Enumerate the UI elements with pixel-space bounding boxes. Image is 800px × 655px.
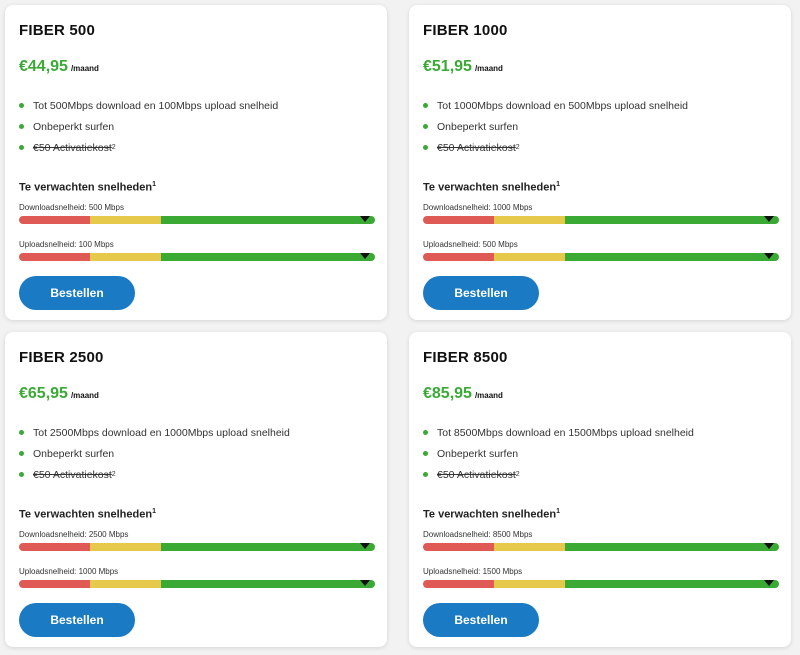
upload-speed-bar — [19, 253, 375, 261]
speed-section-title: Te verwachten snelheden1 — [19, 508, 156, 521]
bullet-icon — [423, 451, 428, 456]
upload-speed-bar — [423, 253, 779, 261]
feature-item: Onbeperkt surfen — [423, 116, 688, 137]
price-amount: €44,95 — [19, 58, 68, 75]
price-unit: /maand — [474, 391, 503, 400]
order-button[interactable]: Bestellen — [423, 276, 539, 310]
feature-item-activation: €50 Activatiekost 2 — [19, 137, 278, 158]
download-speed-marker-icon — [360, 543, 370, 549]
feature-list: Tot 2500Mbps download en 1000Mbps upload… — [19, 422, 290, 485]
feature-item: Tot 8500Mbps download en 1500Mbps upload… — [423, 422, 694, 443]
feature-item: Onbeperkt surfen — [19, 443, 290, 464]
download-speed-label: Downloadsnelheid: 2500 Mbps — [19, 530, 129, 539]
upload-speed-marker-icon — [360, 580, 370, 586]
feature-item-activation: €50 Activatiekost 2 — [423, 464, 694, 485]
price-unit: /maand — [474, 64, 503, 73]
plan-title: FIBER 1000 — [423, 22, 508, 39]
plan-card-fiber-8500: FIBER 8500 €85,95 /maand Tot 8500Mbps do… — [409, 332, 791, 647]
plan-price: €44,95 /maand — [19, 58, 99, 76]
bullet-icon — [19, 451, 24, 456]
download-speed-label: Downloadsnelheid: 8500 Mbps — [423, 530, 533, 539]
bullet-icon — [423, 472, 428, 477]
price-unit: /maand — [70, 64, 99, 73]
bullet-icon — [19, 472, 24, 477]
download-speed-bar — [423, 216, 779, 224]
bullet-icon — [423, 145, 428, 150]
upload-speed-label: Uploadsnelheid: 1500 Mbps — [423, 567, 523, 576]
download-speed-marker-icon — [764, 216, 774, 222]
plan-card-fiber-1000: FIBER 1000 €51,95 /maand Tot 1000Mbps do… — [409, 5, 791, 320]
feature-list: Tot 500Mbps download en 100Mbps upload s… — [19, 95, 278, 158]
upload-speed-label: Uploadsnelheid: 1000 Mbps — [19, 567, 119, 576]
download-speed-bar — [423, 543, 779, 551]
feature-item-activation: €50 Activatiekost 2 — [423, 137, 688, 158]
plan-card-fiber-2500: FIBER 2500 €65,95 /maand Tot 2500Mbps do… — [5, 332, 387, 647]
bullet-icon — [19, 103, 24, 108]
plan-price: €65,95 /maand — [19, 385, 99, 403]
plan-title: FIBER 8500 — [423, 349, 508, 366]
feature-item: Onbeperkt surfen — [423, 443, 694, 464]
plan-title: FIBER 500 — [19, 22, 95, 39]
price-amount: €65,95 — [19, 385, 68, 402]
upload-speed-marker-icon — [360, 253, 370, 259]
download-speed-marker-icon — [360, 216, 370, 222]
upload-speed-bar — [19, 580, 375, 588]
bullet-icon — [423, 430, 428, 435]
speed-section-title: Te verwachten snelheden1 — [423, 508, 560, 521]
upload-speed-marker-icon — [764, 580, 774, 586]
feature-item: Tot 1000Mbps download en 500Mbps upload … — [423, 95, 688, 116]
feature-item: Tot 2500Mbps download en 1000Mbps upload… — [19, 422, 290, 443]
bullet-icon — [423, 124, 428, 129]
upload-speed-label: Uploadsnelheid: 500 Mbps — [423, 240, 518, 249]
plan-card-fiber-500: FIBER 500 €44,95 /maand Tot 500Mbps down… — [5, 5, 387, 320]
plan-price: €85,95 /maand — [423, 385, 503, 403]
speed-section-title: Te verwachten snelheden1 — [19, 181, 156, 194]
plan-price: €51,95 /maand — [423, 58, 503, 76]
feature-item-activation: €50 Activatiekost 2 — [19, 464, 290, 485]
order-button[interactable]: Bestellen — [19, 276, 135, 310]
price-amount: €85,95 — [423, 385, 472, 402]
bullet-icon — [19, 430, 24, 435]
bullet-icon — [19, 145, 24, 150]
upload-speed-label: Uploadsnelheid: 100 Mbps — [19, 240, 114, 249]
feature-list: Tot 8500Mbps download en 1500Mbps upload… — [423, 422, 694, 485]
order-button[interactable]: Bestellen — [423, 603, 539, 637]
download-speed-marker-icon — [764, 543, 774, 549]
download-speed-bar — [19, 543, 375, 551]
feature-list: Tot 1000Mbps download en 500Mbps upload … — [423, 95, 688, 158]
bullet-icon — [423, 103, 428, 108]
price-unit: /maand — [70, 391, 99, 400]
price-amount: €51,95 — [423, 58, 472, 75]
feature-item: Tot 500Mbps download en 100Mbps upload s… — [19, 95, 278, 116]
upload-speed-bar — [423, 580, 779, 588]
download-speed-label: Downloadsnelheid: 1000 Mbps — [423, 203, 533, 212]
order-button[interactable]: Bestellen — [19, 603, 135, 637]
feature-item: Onbeperkt surfen — [19, 116, 278, 137]
bullet-icon — [19, 124, 24, 129]
speed-section-title: Te verwachten snelheden1 — [423, 181, 560, 194]
download-speed-bar — [19, 216, 375, 224]
upload-speed-marker-icon — [764, 253, 774, 259]
plan-title: FIBER 2500 — [19, 349, 104, 366]
download-speed-label: Downloadsnelheid: 500 Mbps — [19, 203, 124, 212]
